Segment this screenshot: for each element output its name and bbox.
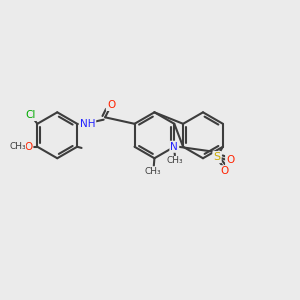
Text: CH₃: CH₃ [167,156,183,165]
Text: S: S [213,152,220,162]
Text: CH₃: CH₃ [9,142,26,151]
Text: O: O [226,155,234,165]
Text: N: N [170,142,178,152]
Text: O: O [220,166,229,176]
Text: NH: NH [80,119,95,129]
Text: CH₃: CH₃ [145,167,161,176]
Text: O: O [107,100,115,110]
Text: O: O [24,142,32,152]
Text: Cl: Cl [26,110,36,120]
